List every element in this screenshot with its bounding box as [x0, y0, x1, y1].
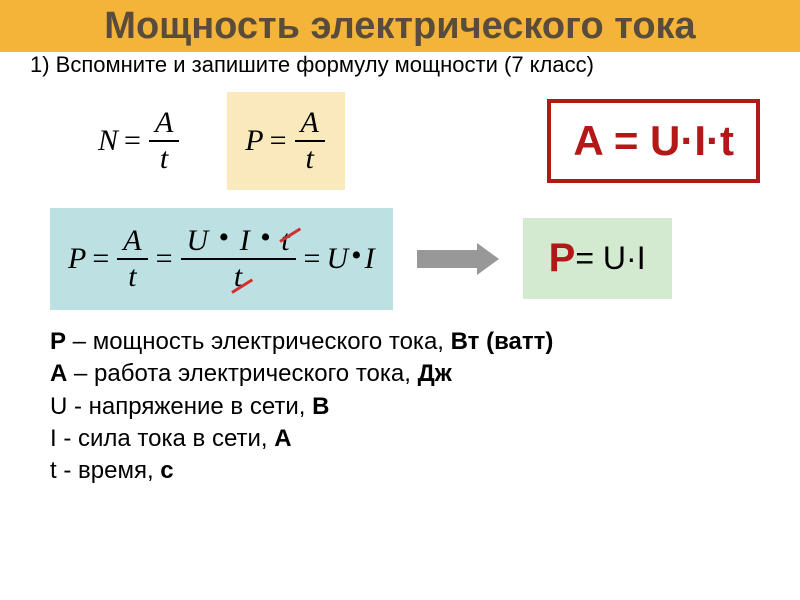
definition-unit: с [160, 457, 173, 484]
formula-N-lhs: N [98, 124, 118, 158]
deriv-U: U [187, 224, 209, 257]
deriv-frac1: A t [115, 226, 149, 292]
definition-text: – работа электрического тока, [67, 360, 417, 387]
definition-line: A – работа электрического тока, Дж [50, 358, 760, 390]
deriv-frac1-den: t [117, 258, 147, 292]
formula-P-lhs: P [245, 124, 263, 158]
formula-N-den: t [149, 140, 179, 174]
equals-sign: = [150, 242, 179, 276]
definitions-block: P – мощность электрического тока, Вт (ва… [0, 318, 800, 488]
deriv-rhs-U: U [326, 242, 348, 276]
definition-symbol: I [50, 425, 57, 452]
formula-P-num: A [295, 108, 325, 140]
equals-sign: = [298, 242, 327, 276]
definition-symbol: t [50, 457, 57, 484]
definition-line: P – мощность электрического тока, Вт (ва… [50, 326, 760, 358]
definition-unit: Дж [418, 360, 452, 387]
formula-N-num: A [149, 108, 179, 140]
formula-A-text: A = U·I·t [573, 117, 734, 165]
prompt-text: 1) Вспомните и запишите формулу мощности… [0, 52, 800, 82]
arrow-head [477, 243, 499, 275]
equals-sign: = [86, 242, 115, 276]
deriv-lhs: P [68, 242, 86, 276]
mult-dot: • [216, 221, 233, 254]
slide-title: Мощность электрического тока [0, 0, 800, 52]
definition-text: – мощность электрического тока, [66, 328, 451, 355]
formula-row-2: P = A t = U • I • t t = U • I P = U·I [0, 200, 800, 318]
formula-P-result-rhs: = U·I [575, 240, 645, 277]
definition-line: t - время, с [50, 455, 760, 487]
equals-sign: = [264, 124, 293, 158]
formula-P-box: P = A t [227, 92, 345, 190]
definition-unit: А [274, 425, 291, 452]
mult-dot: • [257, 221, 274, 254]
formula-P-result-box: P = U·I [523, 218, 672, 299]
formula-N-fraction: A t [147, 108, 181, 174]
definition-text: - сила тока в сети, [57, 425, 275, 452]
equals-sign: = [118, 124, 147, 158]
formula-row-1: N = A t P = A t A = U·I·t [0, 82, 800, 200]
deriv-rhs-I: I [365, 242, 375, 276]
formula-N: N = A t [80, 94, 199, 188]
formula-A-box: A = U·I·t [547, 99, 760, 183]
definition-line: U - напряжение в сети, В [50, 391, 760, 423]
deriv-frac1-num: A [117, 226, 147, 258]
mult-dot: • [348, 239, 365, 273]
derivation-box: P = A t = U • I • t t = U • I [50, 208, 393, 310]
deriv-frac2: U • I • t t [179, 226, 298, 292]
definition-text: - напряжение в сети, [67, 393, 312, 420]
definition-symbol: P [50, 328, 66, 355]
arrow-body [417, 250, 477, 268]
definition-text: - время, [57, 457, 161, 484]
deriv-frac2-num: U • I • t [181, 226, 296, 258]
formula-P-fraction: A t [293, 108, 327, 174]
definition-symbol: U [50, 393, 67, 420]
arrow-icon [413, 241, 503, 277]
formula-P-result-lhs: P [549, 236, 576, 281]
definition-symbol: A [50, 360, 67, 387]
definition-line: I - сила тока в сети, А [50, 423, 760, 455]
formula-P-den: t [295, 140, 325, 174]
definition-unit: Вт (ватт) [451, 328, 554, 355]
definition-unit: В [312, 393, 329, 420]
deriv-I: I [240, 224, 250, 257]
